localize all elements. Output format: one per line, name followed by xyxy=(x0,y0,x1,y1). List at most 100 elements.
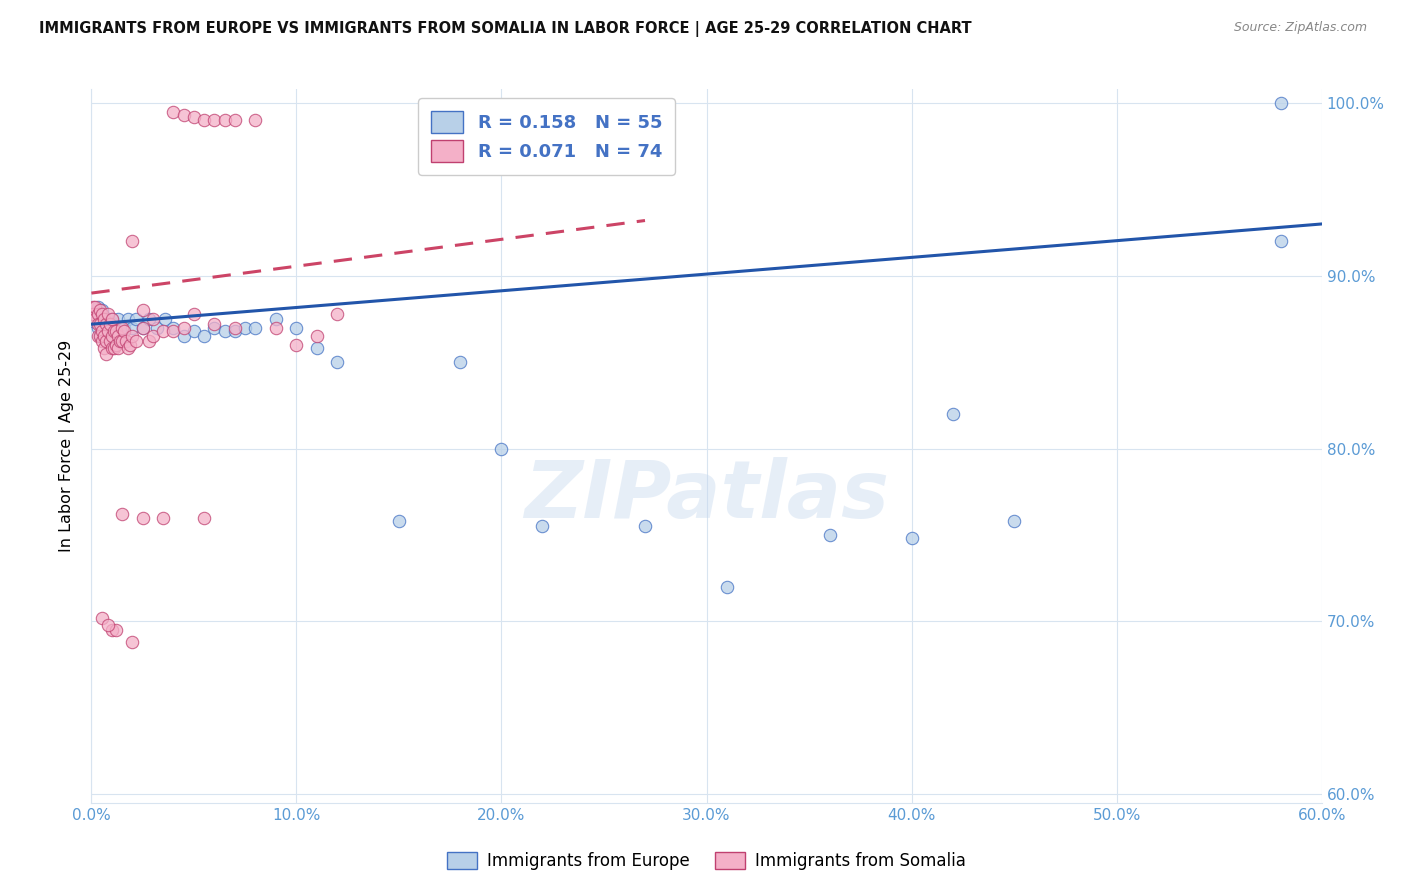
Point xyxy=(264,312,287,326)
Point xyxy=(449,355,471,369)
Point xyxy=(138,312,160,326)
Point xyxy=(90,334,112,349)
Point xyxy=(97,617,120,632)
Point xyxy=(531,519,554,533)
Point xyxy=(112,320,135,334)
Point xyxy=(97,307,120,321)
Point xyxy=(117,312,139,326)
Point xyxy=(193,510,215,524)
Point xyxy=(101,312,124,326)
Point xyxy=(388,514,411,528)
Point xyxy=(111,508,134,522)
Point xyxy=(82,307,104,321)
Point xyxy=(90,303,112,318)
Point xyxy=(111,334,134,349)
Point xyxy=(224,320,246,334)
Point xyxy=(82,307,104,321)
Legend: Immigrants from Europe, Immigrants from Somalia: Immigrants from Europe, Immigrants from … xyxy=(440,845,973,877)
Point xyxy=(193,113,215,128)
Point xyxy=(121,329,143,343)
Point xyxy=(152,510,174,524)
Point xyxy=(193,329,215,343)
Point xyxy=(101,329,124,343)
Point xyxy=(1270,95,1292,110)
Point xyxy=(89,329,111,343)
Point xyxy=(900,532,922,546)
Point xyxy=(131,320,153,334)
Point xyxy=(183,324,205,338)
Point xyxy=(162,324,184,338)
Point xyxy=(86,317,108,331)
Point xyxy=(305,342,328,356)
Point xyxy=(202,113,225,128)
Point xyxy=(86,307,108,321)
Point xyxy=(89,303,111,318)
Point xyxy=(121,234,143,248)
Point xyxy=(89,329,111,343)
Point xyxy=(84,316,107,330)
Point xyxy=(942,407,965,421)
Point xyxy=(93,329,115,343)
Point xyxy=(326,307,349,321)
Point xyxy=(89,312,111,326)
Point xyxy=(105,338,127,352)
Point xyxy=(153,312,177,326)
Point xyxy=(94,317,117,331)
Point xyxy=(121,320,143,334)
Point xyxy=(224,324,246,338)
Point xyxy=(162,104,184,119)
Point xyxy=(90,324,112,338)
Point xyxy=(183,307,205,321)
Point xyxy=(94,317,117,331)
Point xyxy=(103,317,125,331)
Point xyxy=(107,342,129,356)
Point xyxy=(97,312,120,326)
Point xyxy=(90,320,112,334)
Point xyxy=(86,329,108,343)
Point xyxy=(131,510,153,524)
Point xyxy=(94,334,117,349)
Point xyxy=(285,320,308,334)
Point xyxy=(142,312,165,326)
Y-axis label: In Labor Force | Age 25-29: In Labor Force | Age 25-29 xyxy=(59,340,76,552)
Point xyxy=(138,334,160,349)
Point xyxy=(93,312,115,326)
Point xyxy=(103,342,125,356)
Point xyxy=(233,320,256,334)
Point xyxy=(1270,234,1292,248)
Point xyxy=(101,623,124,637)
Point xyxy=(93,329,115,343)
Point xyxy=(285,338,308,352)
Point xyxy=(115,334,138,349)
Point xyxy=(84,300,107,314)
Point xyxy=(105,623,127,637)
Point xyxy=(173,329,195,343)
Text: IMMIGRANTS FROM EUROPE VS IMMIGRANTS FROM SOMALIA IN LABOR FORCE | AGE 25-29 COR: IMMIGRANTS FROM EUROPE VS IMMIGRANTS FRO… xyxy=(39,21,972,37)
Point xyxy=(89,317,111,331)
Point xyxy=(120,338,142,352)
Point xyxy=(108,334,131,349)
Point xyxy=(94,346,117,360)
Point xyxy=(107,329,129,343)
Point xyxy=(84,312,107,326)
Point xyxy=(305,329,328,343)
Point xyxy=(202,317,225,331)
Point xyxy=(183,110,205,124)
Point xyxy=(93,342,115,356)
Point xyxy=(224,113,246,128)
Point xyxy=(1002,514,1025,528)
Point xyxy=(214,113,236,128)
Point xyxy=(326,355,349,369)
Point xyxy=(131,320,153,334)
Point xyxy=(142,329,165,343)
Point xyxy=(173,108,195,122)
Point xyxy=(214,324,236,338)
Point xyxy=(105,324,127,338)
Point xyxy=(111,320,134,334)
Point xyxy=(112,324,135,338)
Point xyxy=(101,342,124,356)
Point xyxy=(202,320,225,334)
Point xyxy=(117,342,139,356)
Point xyxy=(131,303,153,318)
Point xyxy=(86,300,108,314)
